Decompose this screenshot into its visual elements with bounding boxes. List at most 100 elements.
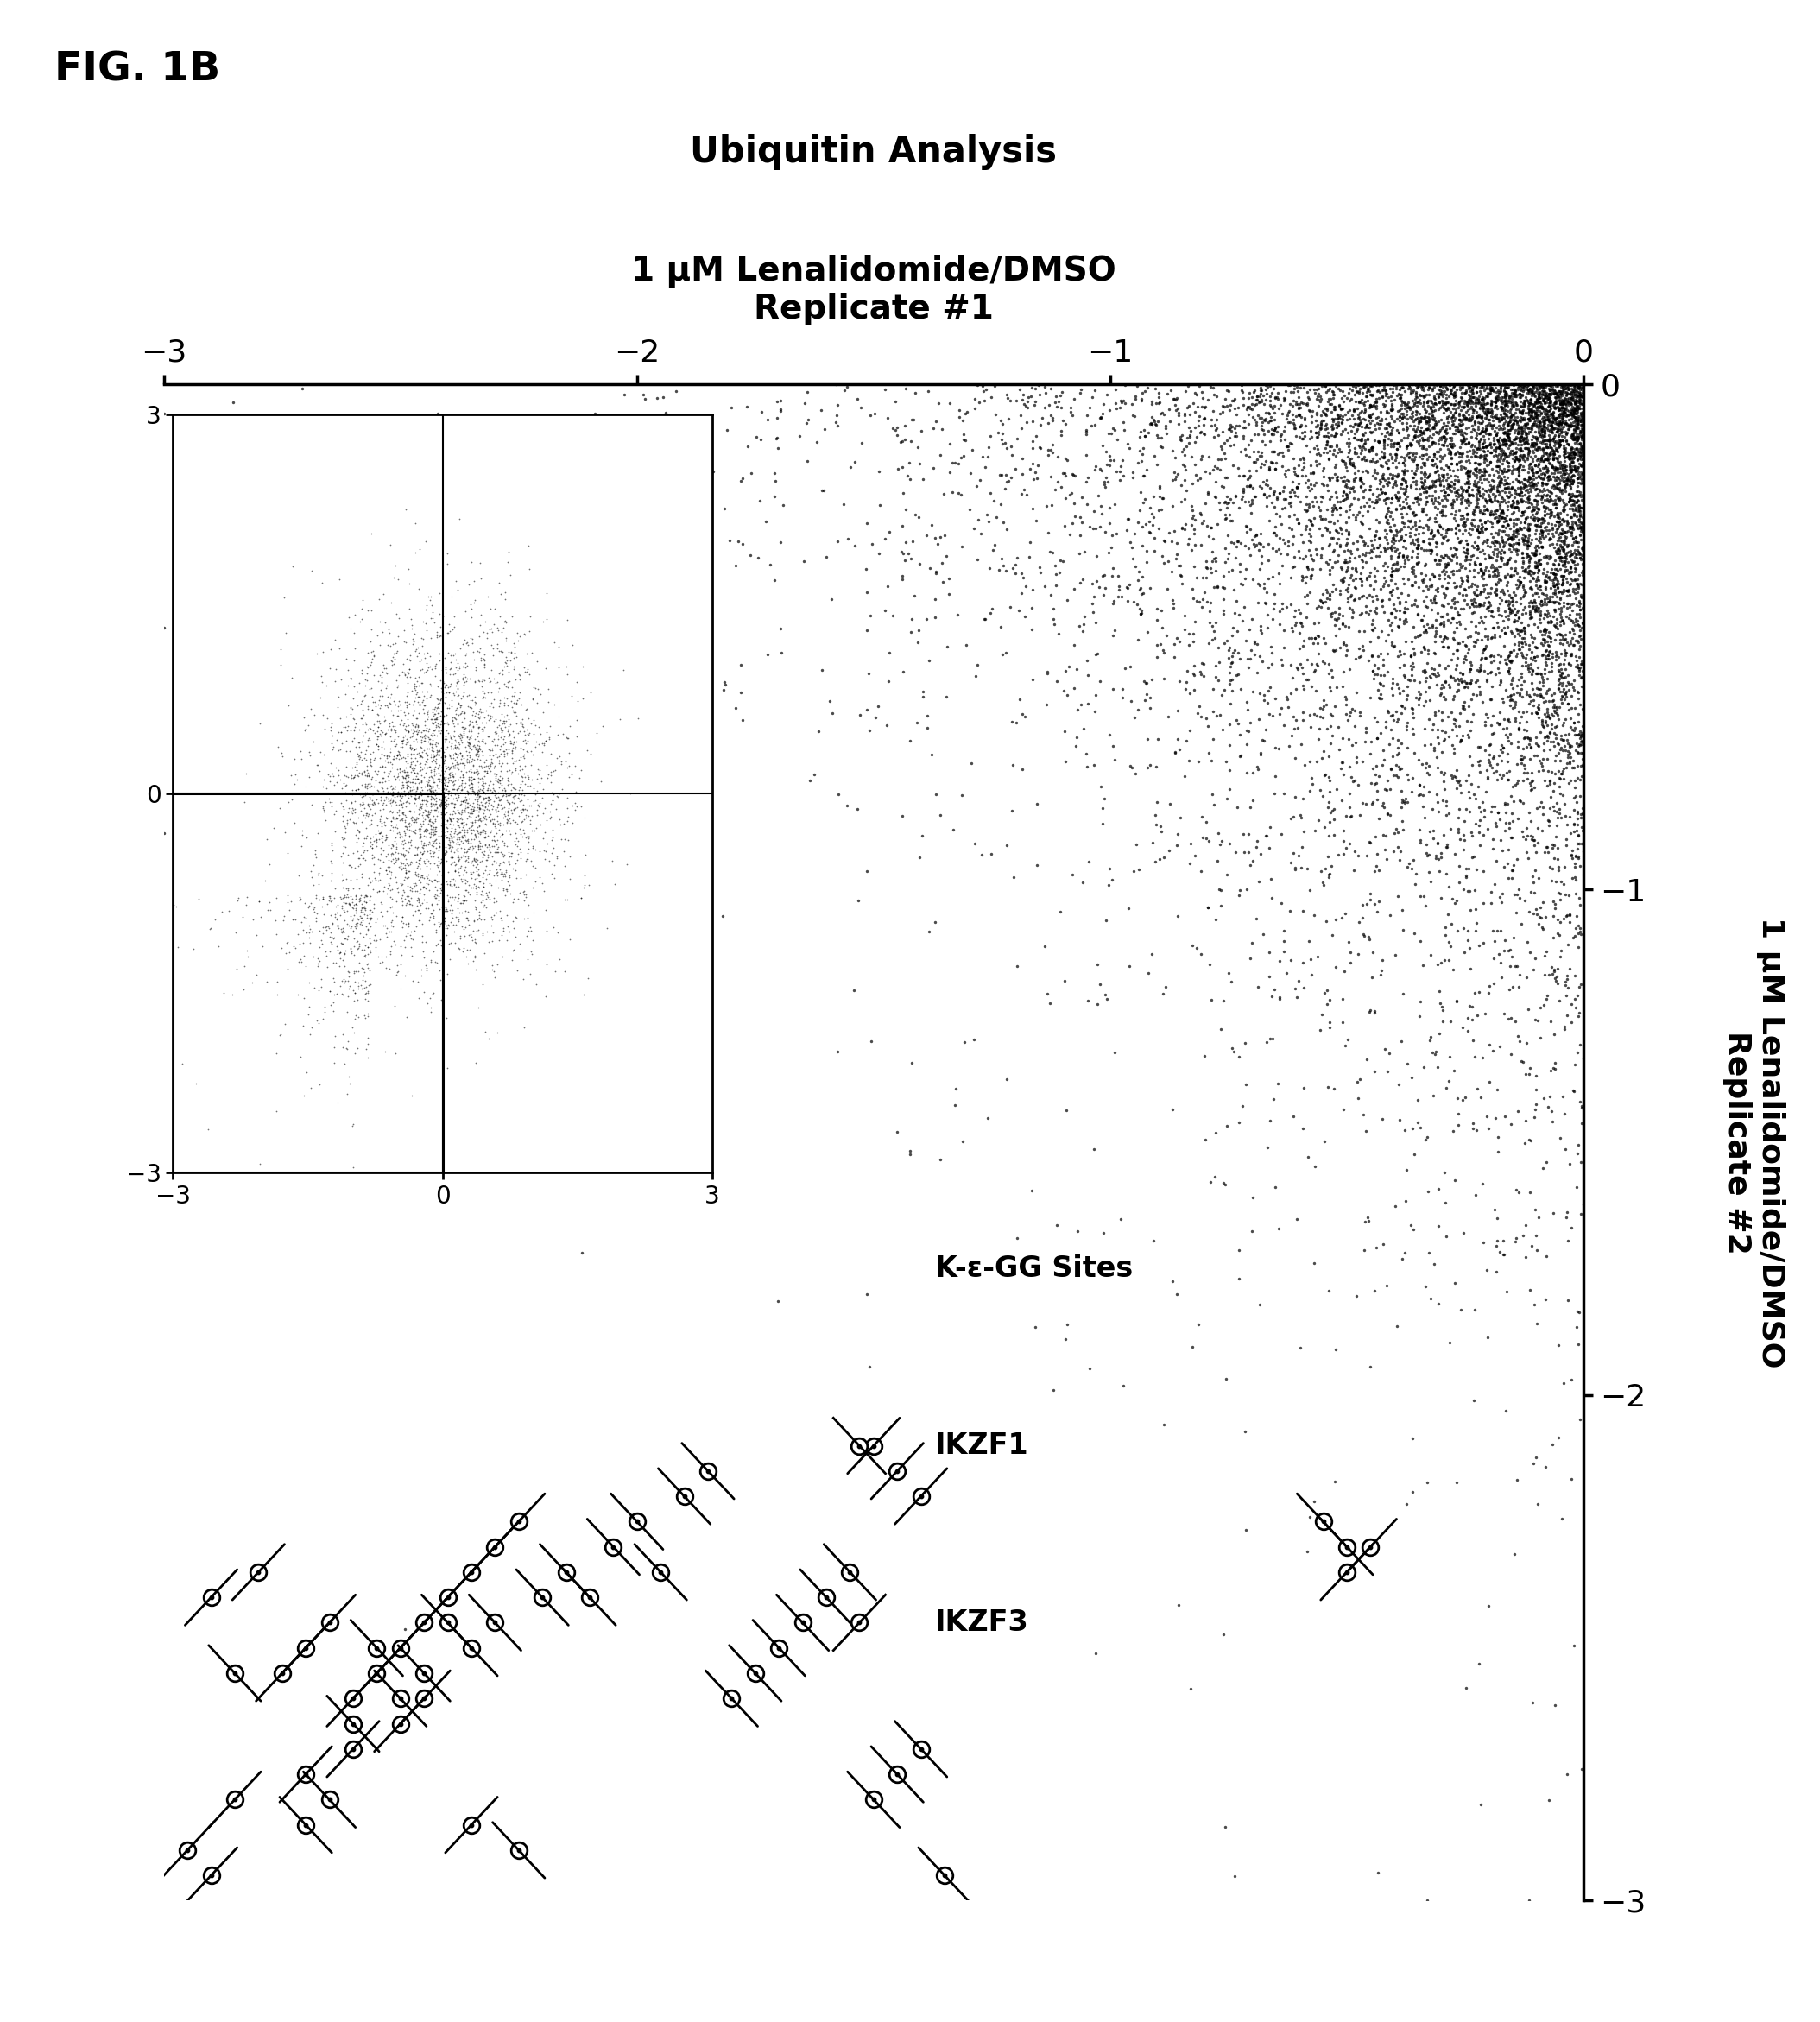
Point xyxy=(1534,380,1563,412)
Point xyxy=(388,770,417,803)
Point xyxy=(1163,392,1192,425)
Point xyxy=(1196,370,1225,402)
Point xyxy=(1511,408,1540,441)
Point xyxy=(1128,485,1158,518)
Point xyxy=(1447,441,1476,473)
Point xyxy=(733,431,763,463)
Point xyxy=(1412,400,1441,433)
Point xyxy=(464,718,493,750)
Point xyxy=(393,764,422,797)
Point xyxy=(1447,425,1476,457)
Point xyxy=(1551,637,1580,669)
Point xyxy=(1454,479,1483,512)
Point xyxy=(1356,400,1385,433)
Point xyxy=(1531,380,1560,412)
Point xyxy=(277,758,306,791)
Point xyxy=(451,874,480,906)
Point xyxy=(1449,1217,1478,1250)
Point xyxy=(399,867,428,900)
Point xyxy=(1299,433,1329,465)
Point xyxy=(455,706,484,738)
Point xyxy=(346,778,375,811)
Point xyxy=(1511,410,1540,443)
Point xyxy=(1320,1466,1349,1498)
Point xyxy=(1456,374,1485,406)
Point xyxy=(422,692,451,724)
Point xyxy=(1456,441,1485,473)
Point xyxy=(464,724,493,756)
Point xyxy=(1538,514,1567,546)
Point xyxy=(1332,546,1361,578)
Point xyxy=(448,797,477,829)
Point xyxy=(1483,473,1512,506)
Point xyxy=(1431,665,1460,698)
Point xyxy=(1403,386,1432,419)
Point xyxy=(451,821,480,853)
Point xyxy=(1540,687,1569,720)
Point xyxy=(1476,599,1505,631)
Point xyxy=(373,681,402,714)
Point xyxy=(1365,637,1394,669)
Point xyxy=(1256,390,1285,423)
Point xyxy=(895,1138,925,1171)
Point xyxy=(1265,732,1294,764)
Point xyxy=(386,651,415,683)
Point xyxy=(1551,524,1580,556)
Point xyxy=(304,932,333,964)
Point xyxy=(1451,641,1480,673)
Point xyxy=(1547,412,1576,445)
Point xyxy=(1432,471,1461,503)
Point xyxy=(437,805,466,837)
Point xyxy=(1443,473,1472,506)
Point xyxy=(1250,402,1279,435)
Point xyxy=(493,845,522,878)
Point xyxy=(1532,431,1562,463)
Point xyxy=(1531,451,1560,483)
Point xyxy=(1380,465,1409,497)
Point xyxy=(1540,574,1569,607)
Point xyxy=(389,807,419,839)
Point xyxy=(1289,783,1318,815)
Point xyxy=(451,835,480,867)
Point xyxy=(1287,453,1316,485)
Point xyxy=(362,1632,391,1664)
Point xyxy=(1356,681,1385,714)
Point xyxy=(1474,580,1503,613)
Point xyxy=(406,690,435,722)
Point xyxy=(1543,469,1572,501)
Point xyxy=(1427,412,1456,445)
Point xyxy=(422,880,451,912)
Point xyxy=(1358,433,1387,465)
Point xyxy=(1381,493,1410,526)
Point xyxy=(1290,421,1320,453)
Point xyxy=(1560,546,1589,578)
Point xyxy=(477,799,506,831)
Point xyxy=(1512,406,1542,439)
Point xyxy=(1523,382,1552,415)
Point xyxy=(1461,514,1491,546)
Point xyxy=(1303,372,1332,404)
Point xyxy=(1502,1221,1531,1254)
Point xyxy=(1534,394,1563,427)
Point xyxy=(1283,481,1312,514)
Point xyxy=(410,936,439,969)
Point xyxy=(1088,807,1117,839)
Point xyxy=(1356,536,1385,568)
Point xyxy=(1341,374,1370,406)
Point xyxy=(1560,439,1589,471)
Point xyxy=(471,863,501,896)
Point xyxy=(1556,461,1585,493)
Point xyxy=(437,829,466,861)
Point xyxy=(1350,455,1380,487)
Point xyxy=(1334,501,1363,534)
Point xyxy=(1525,410,1554,443)
Point xyxy=(1412,378,1441,410)
Point xyxy=(475,783,504,815)
Point xyxy=(439,732,468,764)
Point xyxy=(464,780,493,813)
Point xyxy=(435,756,464,789)
Point xyxy=(1492,398,1522,431)
Point xyxy=(1540,412,1569,445)
Point xyxy=(1187,376,1216,408)
Point xyxy=(453,841,482,874)
